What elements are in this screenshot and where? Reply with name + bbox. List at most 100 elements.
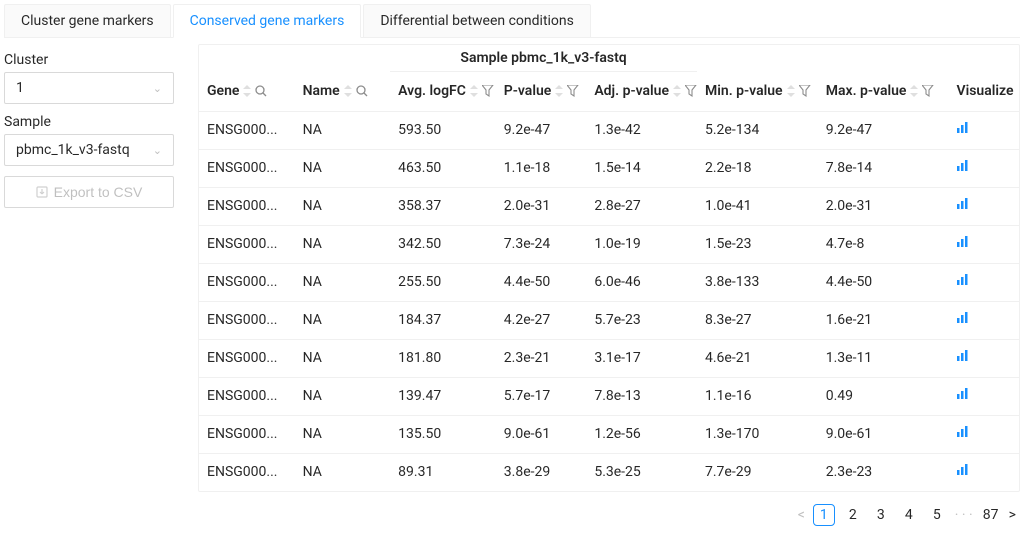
col-name[interactable]: Name (295, 71, 391, 111)
visualize-icon[interactable] (957, 198, 969, 210)
sidebar: Cluster 1 ⌄ Sample pbmc_1k_v3-fastq ⌄ Ex… (4, 44, 174, 530)
pagination-page-4[interactable]: 4 (899, 507, 919, 523)
cell-adj_pvalue: 5.3e-25 (586, 453, 697, 491)
col-label: Name (303, 83, 340, 99)
cluster-label: Cluster (4, 52, 174, 68)
cell-name: NA (295, 339, 391, 377)
cell-max_pvalue: 4.4e-50 (818, 263, 949, 301)
pagination-page-5[interactable]: 5 (927, 507, 947, 523)
cell-avg_logfc: 181.80 (390, 339, 496, 377)
cell-pvalue: 7.3e-24 (496, 225, 587, 263)
pagination-page-last[interactable]: 87 (981, 507, 1001, 523)
cell-max_pvalue: 9.2e-47 (818, 111, 949, 149)
cell-max_pvalue: 0.49 (818, 377, 949, 415)
sample-select[interactable]: pbmc_1k_v3-fastq ⌄ (4, 134, 174, 166)
cell-visualize (949, 149, 1020, 187)
cell-adj_pvalue: 1.5e-14 (586, 149, 697, 187)
cluster-select[interactable]: 1 ⌄ (4, 72, 174, 104)
tab-2[interactable]: Differential between conditions (363, 4, 591, 37)
table-row: ENSG000...NA184.374.2e-275.7e-238.3e-271… (199, 301, 1019, 339)
cell-gene: ENSG000... (199, 111, 295, 149)
search-icon[interactable] (255, 85, 267, 97)
pagination-page-2[interactable]: 2 (843, 507, 863, 523)
cell-gene: ENSG000... (199, 301, 295, 339)
sort-icon[interactable] (243, 85, 251, 97)
col-max_pvalue[interactable]: Max. p-value (818, 71, 949, 111)
sort-icon[interactable] (787, 85, 795, 97)
search-icon[interactable] (356, 85, 368, 97)
cell-avg_logfc: 463.50 (390, 149, 496, 187)
cell-name: NA (295, 111, 391, 149)
cell-avg_logfc: 593.50 (390, 111, 496, 149)
filter-icon[interactable] (922, 85, 934, 97)
cell-avg_logfc: 135.50 (390, 415, 496, 453)
pagination-page-1[interactable]: 1 (813, 504, 835, 526)
cell-min_pvalue: 1.5e-23 (697, 225, 818, 263)
filter-icon[interactable] (567, 85, 579, 97)
col-label: Avg. logFC (398, 83, 466, 99)
tab-1[interactable]: Conserved gene markers (173, 4, 362, 38)
cell-name: NA (295, 453, 391, 491)
cell-avg_logfc: 255.50 (390, 263, 496, 301)
visualize-icon[interactable] (957, 426, 969, 438)
cell-gene: ENSG000... (199, 377, 295, 415)
sort-icon[interactable] (470, 85, 478, 97)
sort-icon[interactable] (673, 85, 681, 97)
cell-adj_pvalue: 5.7e-23 (586, 301, 697, 339)
col-avg_logfc[interactable]: Avg. logFC (390, 71, 496, 111)
visualize-icon[interactable] (957, 122, 969, 134)
cell-max_pvalue: 2.0e-31 (818, 187, 949, 225)
col-min_pvalue[interactable]: Min. p-value (697, 71, 818, 111)
sort-icon[interactable] (910, 85, 918, 97)
cell-pvalue: 9.0e-61 (496, 415, 587, 453)
cell-adj_pvalue: 2.8e-27 (586, 187, 697, 225)
table: Sample pbmc_1k_v3-fastq Gene Name Avg. log… (198, 44, 1020, 492)
filter-icon[interactable] (685, 85, 697, 97)
cell-gene: ENSG000... (199, 225, 295, 263)
cell-adj_pvalue: 7.8e-13 (586, 377, 697, 415)
cell-visualize (949, 111, 1020, 149)
col-label: Max. p-value (826, 83, 907, 99)
cell-name: NA (295, 263, 391, 301)
cell-pvalue: 9.2e-47 (496, 111, 587, 149)
group-header: Sample pbmc_1k_v3-fastq (390, 45, 697, 71)
cell-min_pvalue: 7.7e-29 (697, 453, 818, 491)
cell-min_pvalue: 2.2e-18 (697, 149, 818, 187)
table-row: ENSG000...NA135.509.0e-611.2e-561.3e-170… (199, 415, 1019, 453)
export-csv-button[interactable]: Export to CSV (4, 176, 174, 208)
filter-icon[interactable] (799, 85, 811, 97)
pagination-prev[interactable]: < (798, 507, 805, 523)
tab-0[interactable]: Cluster gene markers (4, 4, 171, 37)
visualize-icon[interactable] (957, 350, 969, 362)
visualize-icon[interactable] (957, 464, 969, 476)
col-gene[interactable]: Gene (199, 71, 295, 111)
sort-icon[interactable] (344, 85, 352, 97)
col-label: Visualize (957, 83, 1014, 99)
cell-max_pvalue: 4.7e-8 (818, 225, 949, 263)
main: Sample pbmc_1k_v3-fastq Gene Name Avg. log… (198, 44, 1020, 530)
pagination-next[interactable]: > (1009, 507, 1016, 523)
col-adj_pvalue[interactable]: Adj. p-value (586, 71, 697, 111)
filter-icon[interactable] (482, 85, 494, 97)
visualize-icon[interactable] (957, 236, 969, 248)
visualize-icon[interactable] (957, 160, 969, 172)
cell-max_pvalue: 1.6e-21 (818, 301, 949, 339)
col-pvalue[interactable]: P-value (496, 71, 587, 111)
cell-pvalue: 3.8e-29 (496, 453, 587, 491)
table-row: ENSG000...NA89.313.8e-295.3e-257.7e-292.… (199, 453, 1019, 491)
cell-name: NA (295, 187, 391, 225)
cell-min_pvalue: 1.1e-16 (697, 377, 818, 415)
visualize-icon[interactable] (957, 274, 969, 286)
chevron-down-icon: ⌄ (153, 82, 162, 95)
cell-adj_pvalue: 1.0e-19 (586, 225, 697, 263)
table-row: ENSG000...NA358.372.0e-312.8e-271.0e-412… (199, 187, 1019, 225)
cell-avg_logfc: 139.47 (390, 377, 496, 415)
visualize-icon[interactable] (957, 312, 969, 324)
cell-gene: ENSG000... (199, 149, 295, 187)
cell-visualize (949, 453, 1020, 491)
visualize-icon[interactable] (957, 388, 969, 400)
sort-icon[interactable] (555, 85, 563, 97)
col-visualize[interactable]: Visualize (949, 71, 1020, 111)
pagination-page-3[interactable]: 3 (871, 507, 891, 523)
cell-pvalue: 2.0e-31 (496, 187, 587, 225)
